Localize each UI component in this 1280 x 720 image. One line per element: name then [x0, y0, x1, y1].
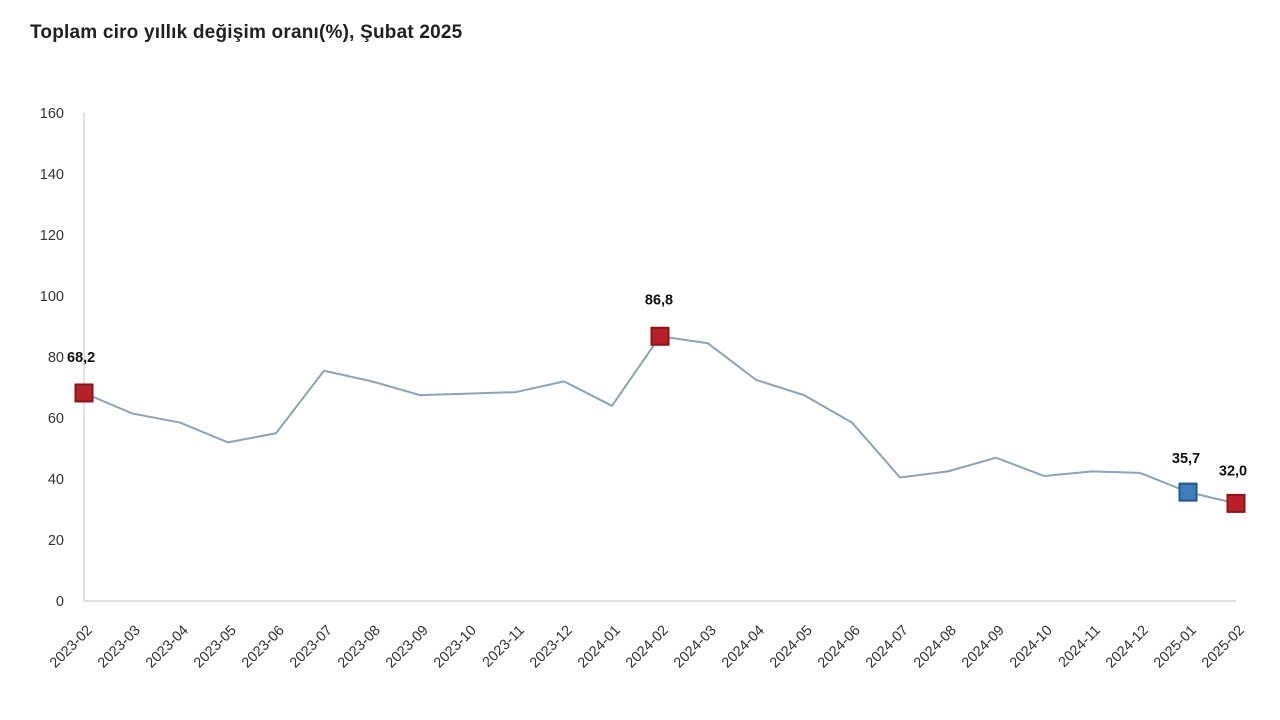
y-axis-tick-label: 100 [40, 289, 64, 305]
marker-2025-01 [1178, 482, 1198, 502]
y-axis-tick-label: 120 [40, 228, 64, 244]
x-axis-tick-label: 2025-01 [1151, 623, 1200, 672]
series-line [83, 335, 1237, 505]
y-axis: 0 20 40 60 80 100 120 140 160 [40, 106, 64, 610]
x-axis-tick-label: 2023-03 [95, 623, 144, 672]
x-axis-tick-label: 2024-06 [815, 623, 864, 672]
x-axis-tick-label: 2024-09 [959, 623, 1008, 672]
axis-lines [83, 113, 1236, 602]
x-axis-tick-label: 2024-04 [719, 623, 768, 672]
x-axis-tick-label: 2025-02 [1199, 623, 1248, 672]
x-axis-tick-label: 2023-06 [239, 623, 288, 672]
x-axis-tick-label: 2024-02 [623, 623, 672, 672]
y-axis-tick-label: 160 [40, 106, 64, 122]
x-axis-tick-label: 2023-05 [191, 623, 240, 672]
x-axis-tick-label: 2024-10 [1007, 623, 1056, 672]
annotated-points: 68,2 86,8 35,7 32,0 [67, 292, 1247, 513]
y-axis-tick-label: 140 [40, 167, 64, 183]
y-axis-tick-label: 20 [48, 533, 64, 549]
x-axis-tick-label: 2023-07 [287, 623, 336, 672]
x-axis-tick-label: 2023-12 [527, 623, 576, 672]
marker-2023-02 [74, 383, 94, 403]
x-axis-tick-label: 2023-09 [383, 623, 432, 672]
point-value-label-2025-02: 32,0 [1219, 463, 1247, 479]
y-axis-tick-label: 80 [48, 350, 64, 366]
x-axis-tick-label: 2024-12 [1103, 623, 1152, 672]
x-axis-tick-label: 2024-07 [863, 623, 912, 672]
x-axis-tick-label: 2023-11 [480, 623, 528, 671]
y-axis-tick-label: 0 [56, 594, 64, 610]
x-axis: 2023-02 2023-03 2023-04 2023-05 2023-06 2023-… [47, 623, 1248, 672]
y-axis-tick-label: 40 [48, 472, 64, 488]
point-value-label-2023-02: 68,2 [67, 350, 95, 366]
x-axis-tick-label: 2024-05 [767, 623, 816, 672]
x-axis-tick-label: 2023-08 [335, 623, 384, 672]
x-axis-tick-label: 2024-11 [1056, 623, 1104, 671]
x-axis-tick-label: 2023-10 [431, 623, 480, 672]
point-value-label-2024-02: 86,8 [645, 292, 673, 308]
x-axis-tick-label: 2023-04 [143, 623, 192, 672]
chart-title: Toplam ciro yıllık değişim oranı(%), Şub… [30, 22, 463, 43]
point-value-label-2025-01: 35,7 [1172, 451, 1200, 467]
x-axis-tick-label: 2024-03 [671, 623, 720, 672]
marker-2025-02 [1226, 493, 1246, 513]
x-axis-tick-label: 2024-01 [575, 623, 624, 672]
x-axis-tick-label: 2023-02 [47, 623, 96, 672]
y-axis-tick-label: 60 [48, 411, 64, 427]
marker-2024-02 [650, 326, 670, 346]
x-axis-tick-label: 2024-08 [911, 623, 960, 672]
